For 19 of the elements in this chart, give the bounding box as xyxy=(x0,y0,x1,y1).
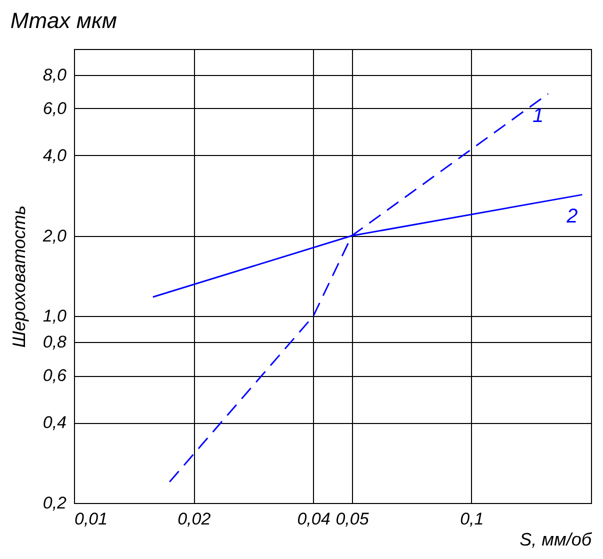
series-label: 1 xyxy=(532,104,544,127)
y-tick-label: 2,0 xyxy=(42,226,68,246)
chart-title: Mmax мкм xyxy=(10,8,117,33)
x-tick-label: 0,04 xyxy=(297,510,330,528)
y-tick-label: 0,4 xyxy=(42,413,66,432)
y-axis-title: Шероховатость xyxy=(8,205,29,348)
x-axis-title: S, мм/об xyxy=(520,530,592,550)
x-tick-label: 0,02 xyxy=(178,510,212,528)
y-tick-label: 6,0 xyxy=(42,98,68,118)
y-tick-label: 1,0 xyxy=(42,306,68,326)
y-tick-label: 0,8 xyxy=(42,332,68,352)
y-tick-label: 0,6 xyxy=(42,366,68,386)
x-tick-label: 0,05 xyxy=(336,510,370,528)
x-tick-label: 0,1 xyxy=(460,510,484,528)
y-tick-label: 8,0 xyxy=(42,65,68,84)
x-tick-label: 0,01 xyxy=(74,510,108,528)
y-tick-label: 0,2 xyxy=(42,494,68,512)
series-label: 2 xyxy=(566,206,578,228)
y-tick-label: 4,0 xyxy=(42,146,68,165)
